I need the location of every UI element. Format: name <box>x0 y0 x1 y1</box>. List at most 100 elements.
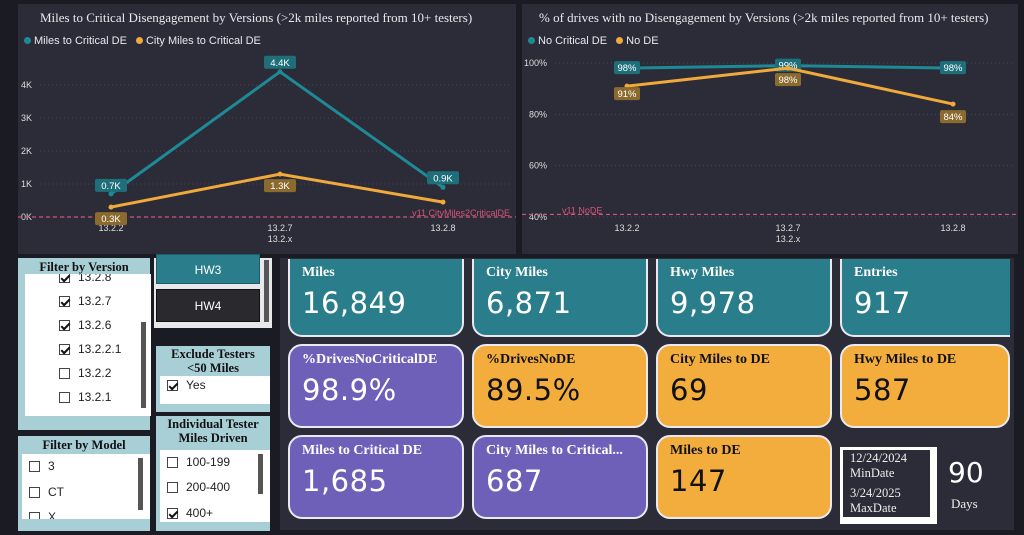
y-tick-label: 80% <box>529 109 547 119</box>
legend-dot-icon <box>616 37 624 44</box>
data-label: 0.3K <box>101 214 121 225</box>
individual-option[interactable]: 100-199 <box>167 455 230 469</box>
data-label-bg <box>940 61 966 75</box>
chart-panel-miles-to-critical-de: Miles to Critical Disengagement by Versi… <box>18 4 516 254</box>
data-point <box>108 191 114 197</box>
y-tick-label: 100% <box>524 58 547 68</box>
checkbox-icon[interactable] <box>167 481 178 493</box>
hw3-button[interactable]: HW3 <box>156 254 260 284</box>
y-tick-label: 60% <box>529 161 547 171</box>
data-label-bg <box>95 212 127 226</box>
kpi-card-miles-to-de[interactable]: Miles to DE 147 <box>656 435 832 519</box>
data-label-bg <box>264 55 296 69</box>
reference-line-label: v11 CityMiles2CriticalDE <box>412 208 510 218</box>
kpi-card-hwy-miles-to-de[interactable]: Hwy Miles to DE 587 <box>840 344 1010 428</box>
version-option[interactable]: 13.2.2 <box>59 366 111 380</box>
data-point <box>108 204 114 210</box>
checkbox-icon[interactable] <box>59 343 70 355</box>
x-tick-label: 13.2.8 <box>940 223 965 233</box>
legend-dot-icon <box>135 37 143 44</box>
data-label: 91% <box>617 89 637 100</box>
checkbox-icon[interactable] <box>59 367 70 379</box>
model-option[interactable]: CT <box>29 485 64 499</box>
y-tick-label: 3K <box>21 113 32 123</box>
checkbox-icon[interactable] <box>167 507 178 519</box>
filter-title: Filter by Version <box>39 260 129 274</box>
days-value: 90 <box>948 456 984 489</box>
checkbox-icon[interactable] <box>29 460 40 472</box>
x-tick-label: 13.2.7 <box>775 223 800 233</box>
kpi-card-city-miles[interactable]: City Miles 6,871 <box>472 259 648 337</box>
data-label: 4.4K <box>270 58 290 69</box>
hw4-button[interactable]: HW4 <box>156 289 260 322</box>
data-point <box>277 69 283 75</box>
checkbox-icon[interactable] <box>167 379 178 391</box>
individual-option[interactable]: 400+ <box>167 506 213 520</box>
filter-title: Filter by Model <box>42 438 126 452</box>
kpi-card-city-miles-to-de[interactable]: City Miles to DE 69 <box>656 344 832 428</box>
version-option[interactable]: 13.2.1 <box>59 390 111 404</box>
exclude-option[interactable]: Yes <box>167 378 206 392</box>
chart-panel-no-disengagement: % of drives with no Disengagement by Ver… <box>522 4 1018 254</box>
version-option[interactable]: 13.2.6 <box>59 318 111 332</box>
individual-option[interactable]: 200-400 <box>167 480 230 494</box>
data-label: 1.3K <box>270 181 290 192</box>
checkbox-icon[interactable] <box>29 486 40 498</box>
filter-exclude-testers: Exclude Testers <50 Miles Yes <box>156 346 270 412</box>
legend-item[interactable]: No Critical DE <box>538 35 608 47</box>
data-label: 98% <box>943 63 963 74</box>
legend-dot-icon <box>528 37 535 44</box>
days-label: Days <box>951 496 978 511</box>
kpi-card-drives-no-de[interactable]: %DrivesNoDE 89.5% <box>472 344 648 428</box>
y-tick-label: 4K <box>21 80 32 90</box>
individual-list: 100-199 200-400 400+ <box>160 450 270 522</box>
data-label: 98% <box>617 63 637 74</box>
data-label-bg <box>940 110 966 124</box>
checkbox-icon[interactable] <box>167 456 178 468</box>
checkbox-icon[interactable] <box>59 295 70 307</box>
filter-by-version: Filter by Version 13.2.8 13.2.7 13.2.6 1… <box>18 258 151 430</box>
legend-item[interactable]: City Miles to Critical DE <box>145 35 261 47</box>
chart-legend: No Critical DE No DE <box>522 35 659 47</box>
max-date-label: MaxDate <box>850 501 897 515</box>
line-chart[interactable]: 100% 80% 60% 40% 13.2.2 13.2.7 13.2.8 13.2.x v11… <box>522 4 1018 254</box>
legend-item[interactable]: Miles to Critical DE <box>34 35 127 47</box>
checkbox-icon[interactable] <box>59 391 70 403</box>
scrollbar[interactable] <box>264 260 269 322</box>
data-label-bg <box>614 61 640 75</box>
version-option[interactable]: 13.2.7 <box>59 294 111 308</box>
data-label-bg <box>264 179 296 193</box>
data-label-bg <box>614 87 640 101</box>
kpi-card-miles[interactable]: Miles 16,849 <box>288 259 464 337</box>
legend-item[interactable]: No DE <box>626 35 659 47</box>
data-label: 98% <box>778 75 798 86</box>
scrollbar[interactable] <box>258 454 263 494</box>
kpi-card-miles-to-critical-de[interactable]: Miles to Critical DE 1,685 <box>288 435 464 519</box>
data-label: 0.9K <box>433 173 453 184</box>
kpi-card-drives-no-critical-de[interactable]: %DrivesNoCriticalDE 98.9% <box>288 344 464 428</box>
checkbox-icon[interactable] <box>59 274 70 283</box>
filter-by-model: Filter by Model 3 CT X <box>18 436 150 531</box>
max-date-value: 3/24/2025 <box>850 486 901 500</box>
data-label: 84% <box>943 112 963 123</box>
kpi-card-entries[interactable]: Entries 917 <box>840 259 1010 337</box>
kpi-card-city-miles-to-critical-de[interactable]: City Miles to Critical... 687 <box>472 435 648 519</box>
version-option[interactable]: 13.2.2.1 <box>59 342 121 356</box>
x-tick-label: 13.2.7 <box>267 223 292 233</box>
y-tick-label: 2K <box>21 146 32 156</box>
x-group-label: 13.2.x <box>268 234 293 244</box>
model-option[interactable]: X <box>29 510 56 519</box>
chart-title: Miles to Critical Disengagement by Versi… <box>40 10 473 25</box>
scrollbar[interactable] <box>141 322 146 408</box>
y-tick-label: 40% <box>529 212 547 222</box>
model-option[interactable]: 3 <box>29 459 55 473</box>
checkbox-icon[interactable] <box>29 511 40 519</box>
x-group-label: 13.2.x <box>776 234 801 244</box>
checkbox-icon[interactable] <box>59 319 70 331</box>
hardware-slicer: HW3 HW4 <box>154 254 272 328</box>
version-option[interactable]: 13.2.8 <box>59 274 111 284</box>
date-inner: 12/24/2024 MinDate 3/24/2025 MaxDate <box>843 450 930 517</box>
scrollbar[interactable] <box>138 458 143 510</box>
kpi-card-hwy-miles[interactable]: Hwy Miles 9,978 <box>656 259 832 337</box>
